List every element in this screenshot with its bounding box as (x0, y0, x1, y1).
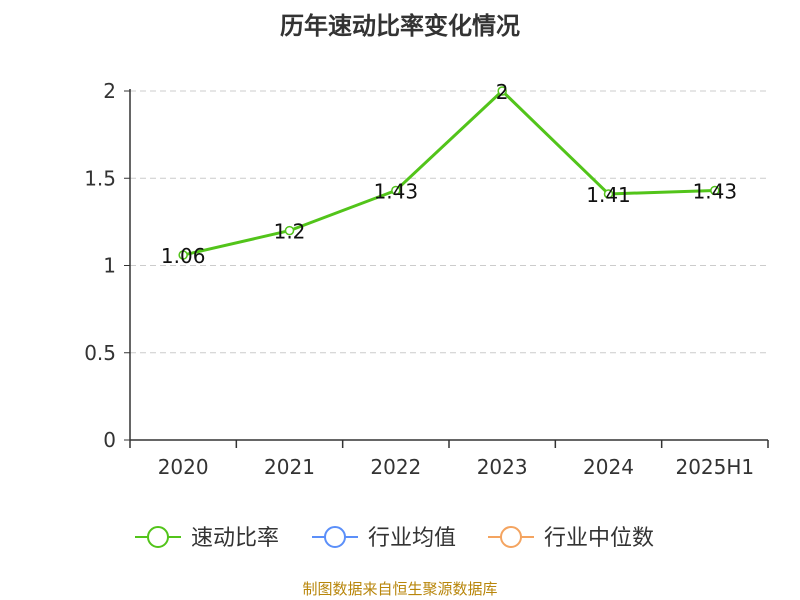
data-point (178, 250, 188, 260)
y-tick-label: 2 (103, 79, 116, 103)
legend-label: 行业中位数 (544, 526, 654, 551)
x-tick-label: 2024 (583, 455, 634, 479)
legend-label: 速动比率 (191, 526, 279, 551)
data-point (603, 189, 614, 199)
x-tick-label: 2020 (158, 455, 209, 479)
data-label: 1.41 (586, 183, 631, 207)
legend-marker (324, 526, 346, 548)
data-point (710, 185, 720, 196)
legend-marker (147, 526, 169, 548)
y-tick-label: 1 (103, 254, 116, 278)
data-label: 1.43 (374, 179, 419, 203)
legend-label: 行业均值 (368, 526, 456, 551)
y-tick-label: 1.5 (84, 166, 116, 190)
series-line (182, 89, 715, 257)
legend-marker (500, 526, 522, 548)
data-source-note: 制图数据来自恒生聚源数据库 (302, 580, 498, 598)
data-label: 1.06 (161, 244, 206, 268)
data-point (284, 225, 295, 236)
data-label: 2 (496, 80, 509, 104)
data-point (391, 185, 401, 196)
x-tick-label: 2023 (477, 455, 528, 479)
x-tick-label: 2022 (370, 455, 421, 479)
y-tick-label: 0 (103, 428, 116, 452)
x-tick-label: 2021 (264, 455, 315, 479)
data-point (497, 86, 507, 96)
chart-title: 历年速动比率变化情况 (280, 12, 520, 40)
x-tick-label: 2025H1 (675, 455, 754, 479)
data-label: 1.43 (693, 179, 738, 203)
data-label: 1.2 (274, 220, 306, 244)
y-tick-label: 0.5 (84, 341, 116, 365)
